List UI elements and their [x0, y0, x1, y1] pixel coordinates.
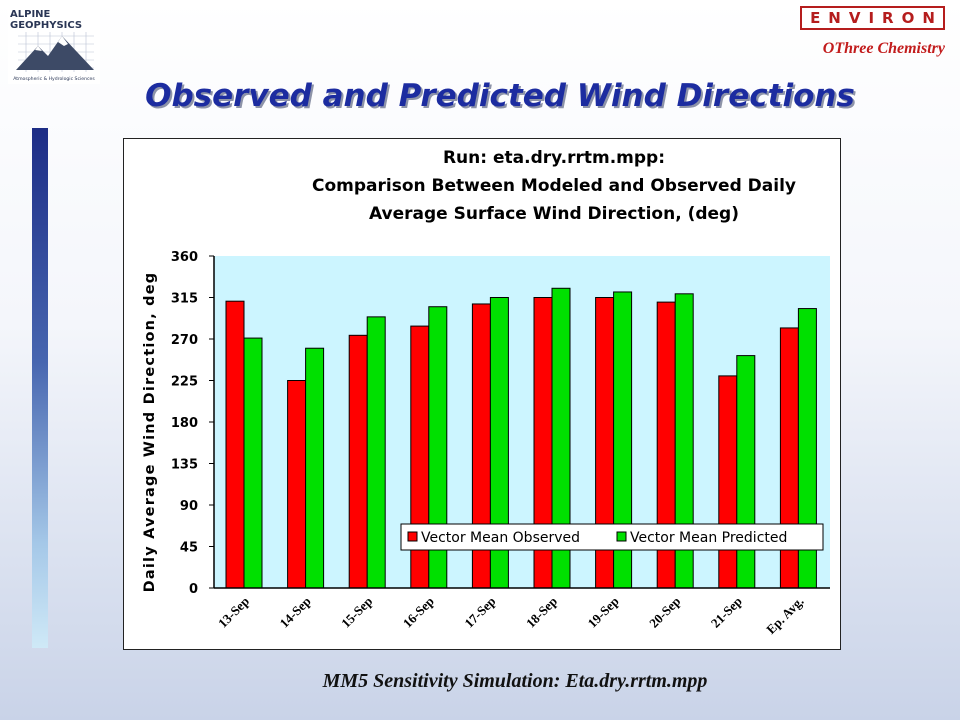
logo-line2: GEOPHYSICS: [10, 20, 82, 31]
x-tick-label: 21-Sep: [708, 594, 745, 631]
wind-direction-bar-chart: Run: eta.dry.rrtm.mpp: Comparison Between…: [142, 148, 830, 637]
x-tick-label: 14-Sep: [277, 594, 314, 631]
x-tick-label: 18-Sep: [523, 594, 560, 631]
environ-logo: ENVIRON: [800, 6, 945, 30]
legend-label-observed: Vector Mean Observed: [421, 530, 580, 546]
y-tick-label: 0: [189, 582, 198, 597]
y-axis-label: Daily Average Wind Direction, deg: [142, 272, 158, 593]
logo-line1: ALPINE: [10, 9, 51, 20]
bar-predicted: [736, 355, 756, 589]
bar-observed: [718, 375, 738, 589]
legend-swatch-predicted: [616, 531, 627, 542]
chart-title-line-2: Comparison Between Modeled and Observed …: [312, 176, 796, 196]
alpine-geophysics-logo: ALPINE GEOPHYSICS Atmospheric & Hydrolog…: [8, 6, 100, 84]
bar-predicted: [243, 337, 263, 589]
y-tick-label: 270: [171, 333, 198, 348]
x-tick-label: 13-Sep: [215, 594, 252, 631]
legend: [400, 523, 824, 551]
y-tick-label: 45: [180, 541, 198, 556]
y-tick-label: 315: [171, 292, 198, 307]
footer-caption: MM5 Sensitivity Simulation: Eta.dry.rrtm…: [322, 670, 708, 692]
chart-frame: Run: eta.dry.rrtm.mpp: Comparison Between…: [123, 138, 841, 650]
y-tick-label: 225: [171, 375, 198, 390]
x-tick-label: 17-Sep: [461, 594, 498, 631]
y-tick-label: 135: [171, 458, 198, 473]
bar-predicted: [366, 316, 386, 589]
bar-predicted: [305, 347, 325, 589]
x-tick-label: 19-Sep: [585, 594, 622, 631]
logo-tagline: Atmospheric & Hydrologic Sciences: [13, 76, 95, 82]
bar-observed: [287, 380, 307, 589]
y-tick-label: 90: [180, 499, 198, 514]
x-tick-label: Ep. Avg.: [763, 594, 806, 637]
slide-title: Observed and Predicted Wind Directions: [145, 78, 855, 114]
othree-chemistry-label: OThree Chemistry: [822, 40, 945, 57]
chart-title-line-3: Average Surface Wind Direction, (deg): [369, 204, 739, 224]
bar-observed: [348, 334, 368, 589]
y-tick-label: 360: [171, 250, 198, 265]
bar-observed: [225, 300, 245, 589]
x-tick-label: 16-Sep: [400, 594, 437, 631]
legend-swatch-observed: [407, 531, 418, 542]
x-tick-label: 20-Sep: [646, 594, 683, 631]
decorative-side-bar: [32, 128, 48, 648]
x-tick-label: 15-Sep: [338, 594, 375, 631]
y-tick-label: 180: [171, 416, 198, 431]
chart-title-line-1: Run: eta.dry.rrtm.mpp:: [443, 148, 665, 168]
legend-label-predicted: Vector Mean Predicted: [630, 530, 787, 546]
